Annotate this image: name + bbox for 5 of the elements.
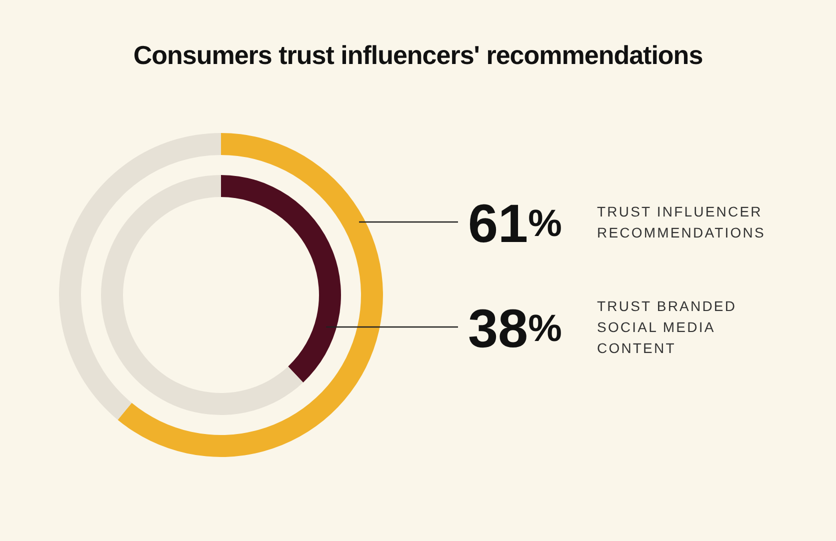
slice-label: TRUST INFLUENCER RECOMMENDATIONS	[597, 204, 766, 240]
data-label: 61%	[468, 194, 562, 254]
chart-title: Consumers trust influencers' recommendations	[132, 40, 704, 71]
slice-label: TRUST BRANDED SOCIAL MEDIA CONTENT	[597, 298, 737, 356]
data-label: 38%	[468, 299, 562, 359]
